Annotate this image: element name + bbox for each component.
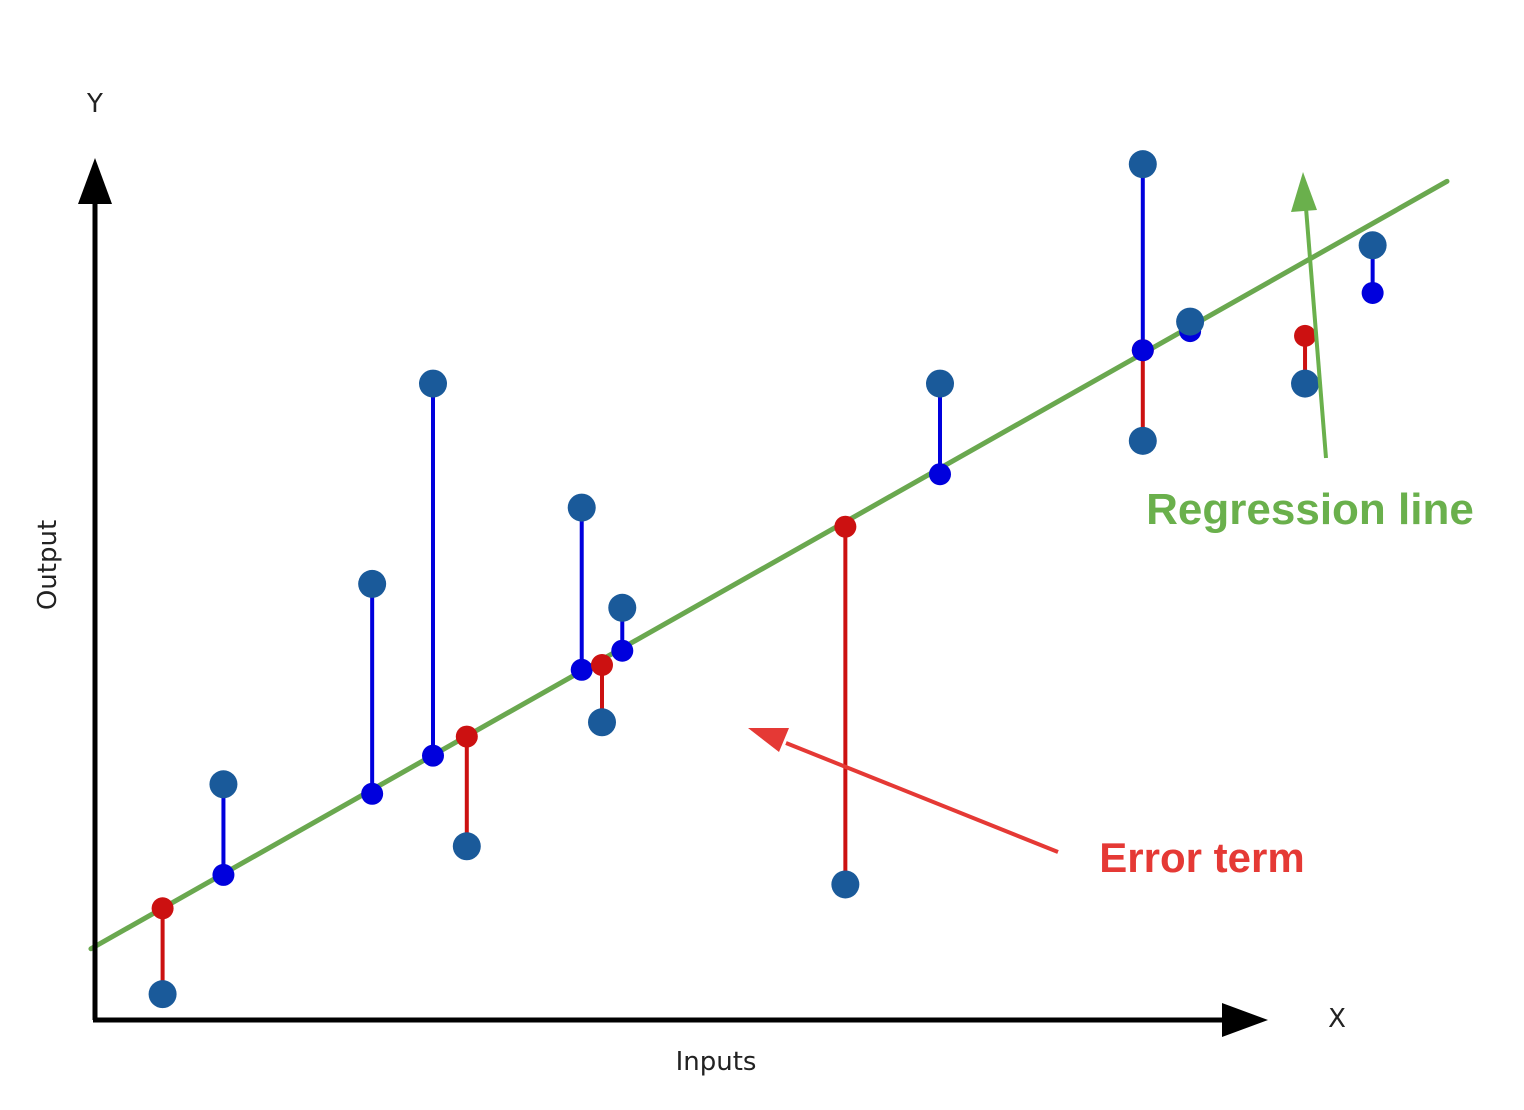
observed-point: [1128, 426, 1157, 455]
fitted-point: [929, 463, 951, 486]
fitted-point: [1294, 324, 1317, 347]
fitted-point: [1131, 339, 1154, 362]
fitted-point: [1361, 281, 1384, 304]
x-axis-arrowhead: [1222, 1003, 1268, 1037]
y-axis-arrowhead: [78, 158, 112, 204]
observed-point: [1176, 307, 1205, 336]
observed-point: [209, 770, 238, 799]
fitted-point: [591, 654, 613, 677]
fitted-point: [361, 782, 384, 805]
y-axis-label: Output: [33, 520, 63, 610]
fitted-point: [611, 639, 634, 662]
observed-point: [567, 493, 596, 522]
observed-point: [926, 369, 954, 398]
fitted-point: [570, 658, 593, 681]
fitted-point: [151, 897, 174, 920]
fitted-point: [212, 863, 235, 886]
observed-point: [358, 569, 387, 598]
observed-point: [452, 832, 481, 861]
observed-point: [1291, 369, 1320, 398]
error-term-label: Error term: [1099, 834, 1304, 881]
error-arrowhead: [748, 728, 789, 752]
observed-point: [1128, 150, 1157, 179]
x-axis-symbol: X: [1328, 1004, 1346, 1034]
error-term-arrow: [785, 741, 1059, 854]
observed-point: [588, 708, 616, 737]
fitted-points: [151, 281, 1384, 920]
regression-arrowhead: [1291, 172, 1317, 212]
fitted-point: [834, 515, 857, 538]
observed-point: [608, 593, 637, 622]
regression-label-arrow: [1304, 207, 1328, 459]
regression-line: [88, 178, 1450, 952]
y-axis-symbol: Y: [86, 89, 103, 119]
fitted-point: [422, 744, 444, 767]
observed-point: [831, 870, 860, 899]
regression-line-label: Regression line: [1146, 485, 1474, 534]
x-axis-label: Inputs: [676, 1047, 757, 1077]
fitted-point: [455, 725, 478, 748]
observed-points: [148, 150, 1387, 1009]
observed-point: [148, 980, 177, 1009]
observed-point: [419, 369, 447, 398]
observed-point: [1358, 231, 1387, 260]
